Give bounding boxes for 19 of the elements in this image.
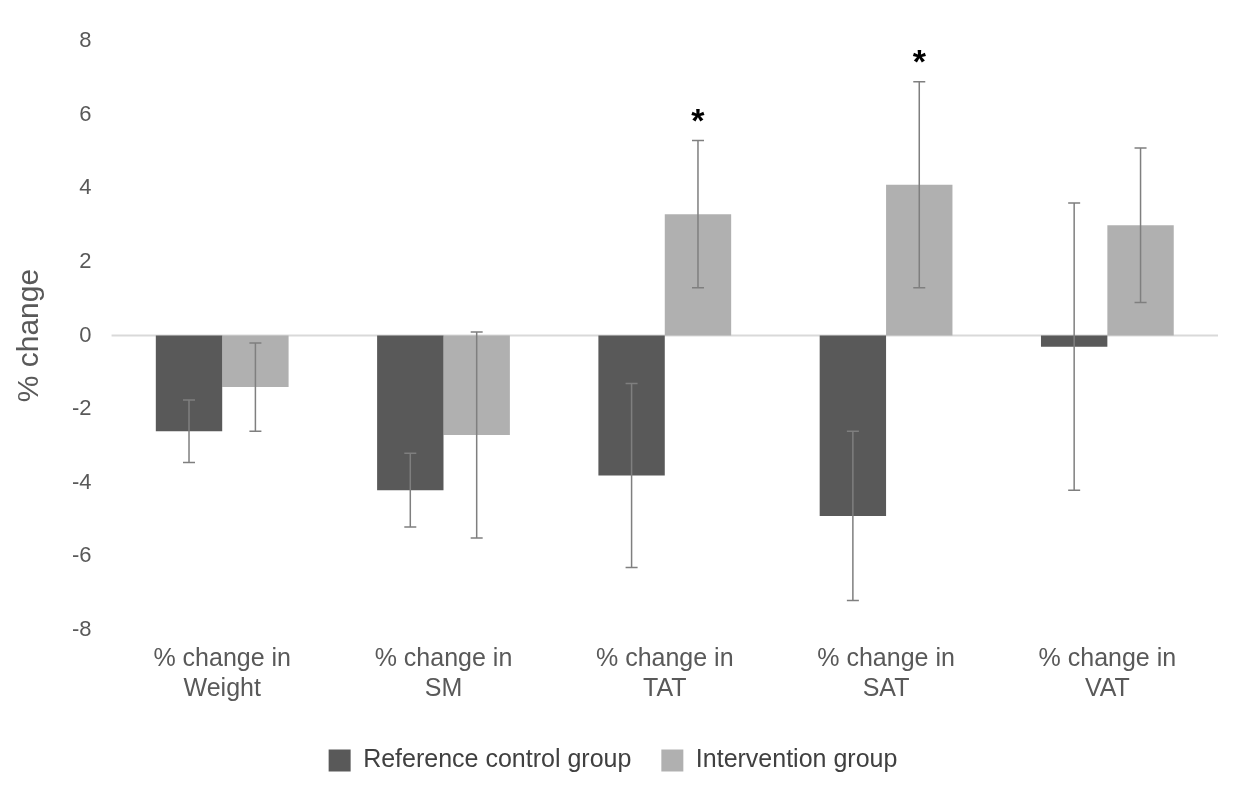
x-tick-label: % change in SAT	[817, 642, 955, 701]
x-tick-label: % change in Weight	[153, 642, 292, 701]
y-tick-label: 4	[79, 174, 92, 200]
annotation: *	[691, 100, 706, 139]
y-tick-label: -6	[72, 542, 92, 568]
y-tick-label: -4	[72, 468, 92, 494]
y-tick-label: 0	[79, 321, 92, 347]
x-tick-label: % change in TAT	[595, 642, 734, 701]
y-axis-title: % change	[11, 268, 45, 403]
y-tick-label: 8	[79, 27, 92, 53]
legend-label: Reference control group	[363, 744, 632, 773]
y-tick-label: 2	[79, 248, 92, 274]
y-tick-label: 6	[79, 100, 92, 126]
x-tick-label: % change in SM	[374, 642, 513, 701]
y-tick-label: -2	[72, 395, 92, 421]
y-tick-label: -8	[72, 616, 92, 642]
legend-label: Intervention group	[695, 744, 898, 773]
x-tick-label: % change in VAT	[1038, 642, 1177, 701]
annotation: *	[912, 42, 927, 81]
